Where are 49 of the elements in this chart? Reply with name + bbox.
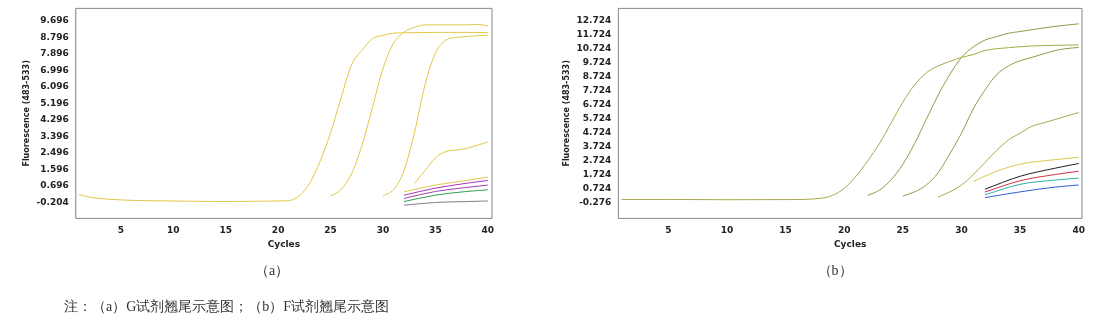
x-tick-label: 25 [324,225,337,236]
x-tick-label: 40 [481,225,495,236]
x-tick-label: 15 [219,225,232,236]
y-tick-label: 2.724 [582,155,612,166]
y-tick-label: 9.724 [582,56,612,67]
y-tick-label: 7.724 [582,84,612,95]
text: 注：（a）G试剂翘尾示意图；（b）F试剂翘尾示意图 [64,298,390,316]
y-tick-label: 3.724 [582,141,612,152]
y-tick-label: 0.696 [40,180,69,191]
x-tick-label: 35 [1013,225,1027,236]
x-tick-label: 15 [779,225,792,236]
y-tick-label: 11.724 [576,28,612,39]
y-tick-label: 1.724 [582,169,612,180]
x-tick-label: 30 [376,225,390,236]
y-tick-label: -0.204 [36,196,69,207]
y-tick-label: 8.724 [582,70,612,81]
text: （b） [817,262,853,280]
y-tick-label: 9.696 [40,15,69,26]
x-tick-label: 25 [896,225,910,236]
y-tick-label: 1.596 [40,163,69,174]
y-tick-label: 5.724 [582,113,612,124]
y-tick-label: 4.724 [582,127,612,138]
y-tick-label: 8.796 [40,31,69,42]
y-tick-label: 0.724 [582,183,612,194]
y-axis-title: Fluorescence (483-533) [561,60,571,167]
y-tick-label: 10.724 [576,42,612,53]
x-tick-label: 10 [167,225,180,236]
x-axis-title: Cycles [833,238,867,249]
y-tick-label: 6.996 [40,64,69,75]
text: （a） [254,262,290,280]
x-tick-label: 35 [429,225,442,236]
x-tick-label: 5 [665,225,672,236]
x-tick-label: 20 [271,225,285,236]
y-tick-label: 6.724 [582,98,612,109]
y-tick-label: 7.896 [40,48,69,59]
y-tick-label: 5.196 [40,97,69,108]
y-axis-title: Fluorescence (483-533) [21,60,31,167]
y-tick-label: 6.096 [40,81,69,92]
x-tick-label: 5 [117,225,125,236]
x-tick-label: 10 [720,225,734,236]
y-tick-label: 4.296 [40,114,69,125]
y-tick-label: 12.724 [576,14,612,25]
x-tick-label: 20 [837,225,851,236]
y-tick-label: 3.396 [40,130,69,141]
x-tick-label: 30 [955,225,968,236]
y-tick-label: -0.276 [579,197,612,208]
x-axis-title: Cycles [267,238,301,249]
y-tick-label: 2.496 [40,147,69,158]
x-tick-label: 40 [1072,225,1085,236]
